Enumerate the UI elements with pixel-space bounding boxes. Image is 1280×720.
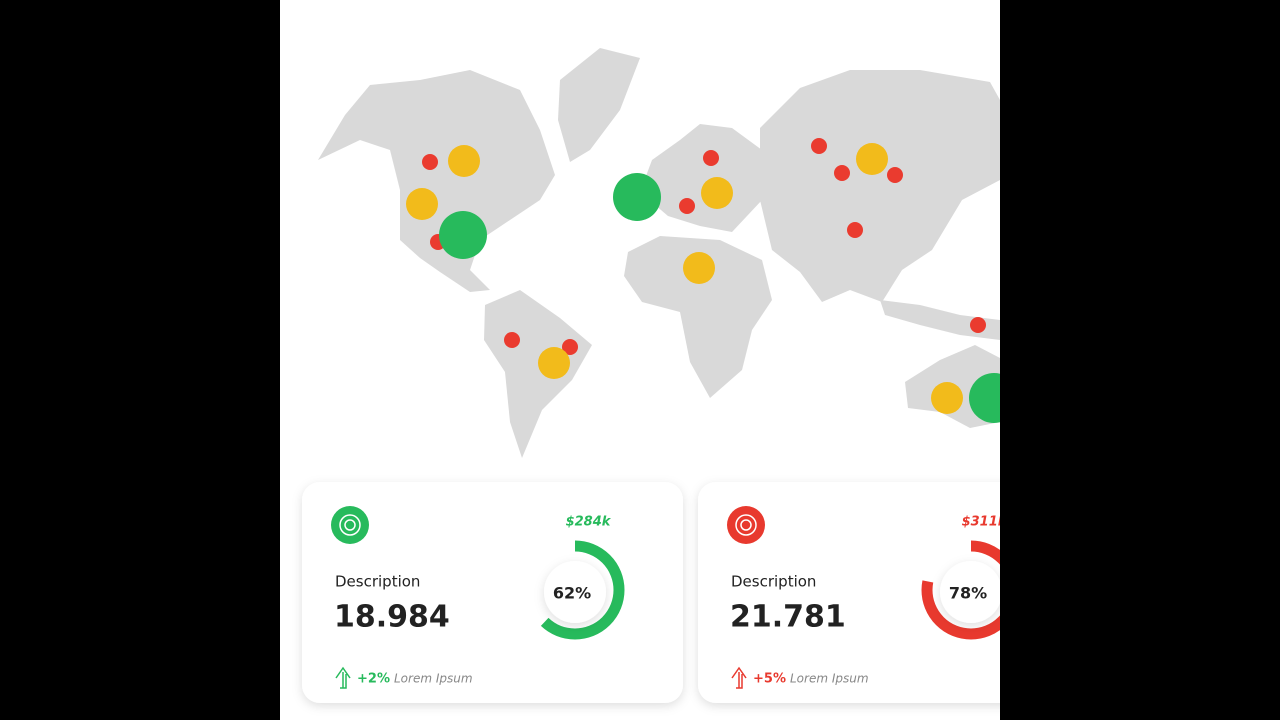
amount: $311k — [962, 515, 1000, 530]
red-markers — [422, 138, 986, 355]
kpi-card: $284k 62% Description 18.984 +2% Lorem Ipsum — [302, 482, 683, 703]
value: 18.984 — [334, 600, 450, 635]
card-icon — [735, 514, 757, 536]
up-arrow — [731, 666, 747, 689]
marker — [969, 373, 1000, 423]
europe — [640, 124, 762, 232]
amount: $284k — [566, 515, 612, 530]
progress-center — [940, 561, 1000, 623]
indonesia — [880, 300, 1000, 340]
card-icon — [344, 519, 356, 531]
marker — [701, 177, 733, 209]
south-america — [484, 290, 592, 458]
marker — [448, 145, 480, 177]
card-icon-bg — [331, 506, 369, 544]
marker — [679, 198, 695, 214]
progress-arc — [921, 540, 1000, 640]
up-arrow — [335, 666, 351, 689]
marker — [834, 165, 850, 181]
greenland — [558, 48, 640, 162]
marker — [931, 382, 963, 414]
progress-label: 78% — [949, 584, 987, 603]
kpi-card: $311k 78% Description 21.781 +5% Lorem Ipsum — [698, 482, 1000, 703]
marker — [406, 188, 438, 220]
description: Description — [731, 573, 816, 591]
yellow-markers — [406, 143, 963, 414]
marker — [683, 252, 715, 284]
world-map — [318, 48, 1000, 458]
north-america — [318, 70, 555, 292]
card-icon — [339, 514, 361, 536]
change: +5% — [753, 672, 786, 687]
marker — [422, 154, 438, 170]
progress-arc — [525, 540, 625, 640]
africa — [624, 236, 772, 398]
description: Description — [335, 573, 420, 591]
card-background — [302, 482, 683, 703]
marker — [439, 211, 487, 259]
marker — [811, 138, 827, 154]
value: 21.781 — [730, 600, 846, 635]
marker — [703, 150, 719, 166]
marker — [562, 339, 578, 355]
asia — [760, 70, 1000, 302]
marker — [613, 173, 661, 221]
marker — [847, 222, 863, 238]
marker — [887, 167, 903, 183]
marker — [970, 317, 986, 333]
progress-label: 62% — [553, 584, 591, 603]
marker — [504, 332, 520, 348]
marker — [538, 347, 570, 379]
note: Lorem Ipsum — [394, 672, 473, 686]
card-icon-bg — [727, 506, 765, 544]
card-background — [698, 482, 1000, 703]
markers — [406, 138, 1000, 423]
card-icon — [740, 519, 752, 531]
green-markers — [439, 173, 1000, 423]
change: +2% — [357, 672, 390, 687]
progress-center — [544, 561, 606, 623]
note: Lorem Ipsum — [790, 672, 869, 686]
marker — [856, 143, 888, 175]
